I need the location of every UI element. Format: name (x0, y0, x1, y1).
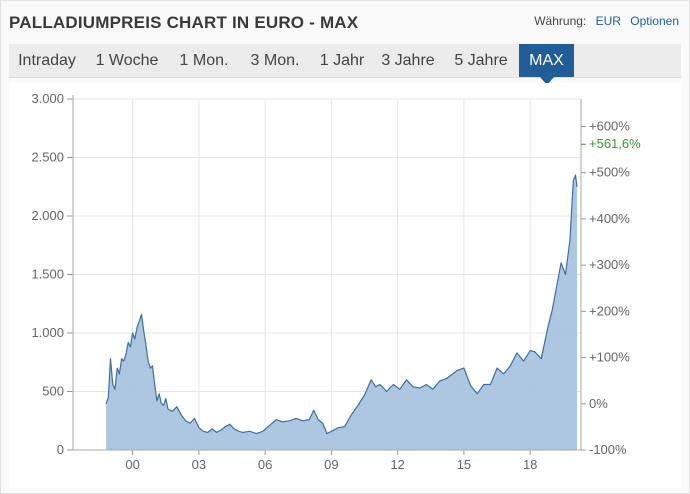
tab-3-mon[interactable]: 3 Mon. (250, 52, 300, 69)
y-tick-label: 3.000 (31, 91, 64, 106)
chart-header: PALLADIUMPREIS CHART IN EURO - MAX Währu… (9, 11, 679, 35)
y2-tick-label: 0% (589, 396, 608, 411)
tab-5-jahre[interactable]: 5 Jahre (454, 52, 508, 69)
price-area (106, 175, 577, 450)
page-title: PALLADIUMPREIS CHART IN EURO - MAX (9, 13, 359, 32)
currency-selector[interactable]: EUR (595, 14, 621, 28)
y-tick-label: 1.500 (31, 267, 64, 282)
x-tick-label: 03 (192, 457, 206, 472)
y-tick-label: 2.000 (31, 208, 64, 223)
x-tick-label: 09 (324, 457, 338, 472)
y-tick-label: 0 (57, 442, 64, 457)
options-link[interactable]: Optionen (630, 14, 679, 28)
x-tick-label: 15 (457, 457, 471, 472)
x-tick-label: 18 (523, 457, 537, 472)
tab-1-mon[interactable]: 1 Mon. (179, 52, 229, 69)
price-chart: 0 500 1.000 1.500 2.000 2.500 3.000 00 03 06 09 12 1… (31, 91, 641, 472)
y2-tick-label: +200% (589, 303, 630, 318)
period-tabs: Intraday 1 Woche 1 Mon. 3 Mon. 1 Jahr 3 … (9, 44, 681, 85)
tab-max[interactable]: MAX (519, 44, 574, 85)
tab-3-jahre[interactable]: 3 Jahre (381, 52, 435, 69)
currency-label: Währung: (534, 14, 587, 28)
y2-tick-label: +600% (589, 118, 630, 133)
current-change-label: +561,6% (589, 136, 641, 151)
y2-tick-label: -100% (589, 442, 627, 457)
chart-area: 0 500 1.000 1.500 2.000 2.500 3.000 00 03 06 09 12 1… (9, 83, 681, 488)
header-controls: Währung: EUR Optionen (534, 14, 679, 28)
y2-tick-label: +400% (589, 211, 630, 226)
y-tick-label: 500 (42, 384, 64, 399)
tab-1-jahr[interactable]: 1 Jahr (319, 52, 365, 69)
x-tick-label: 12 (390, 457, 404, 472)
y2-tick-label: +100% (589, 350, 630, 365)
y-tick-label: 2.500 (31, 150, 64, 165)
x-tick-label: 06 (258, 457, 272, 472)
tab-intraday[interactable]: Intraday (18, 52, 76, 69)
y2-tick-label: +300% (589, 257, 630, 272)
y2-tick-label: +500% (589, 165, 630, 180)
y-tick-label: 1.000 (31, 325, 64, 340)
price-line (105, 174, 578, 435)
x-tick-label: 00 (125, 457, 139, 472)
tab-1-woche[interactable]: 1 Woche (95, 52, 159, 69)
